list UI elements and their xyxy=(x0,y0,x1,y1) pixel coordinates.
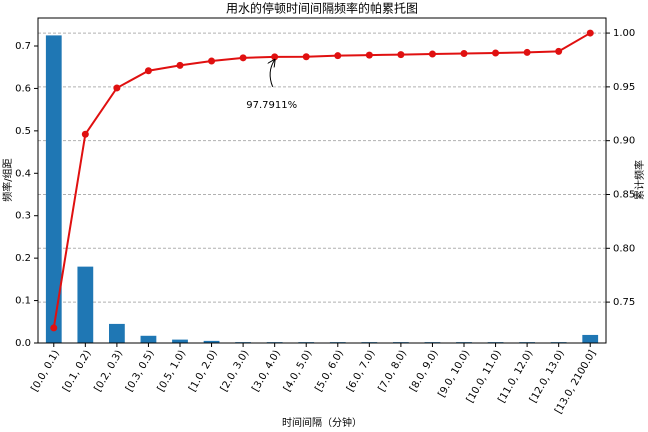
x-tick-label: [0.5, 1.0) xyxy=(156,348,189,393)
x-tick-label: [0.2, 0.3) xyxy=(93,348,126,393)
cumulative-point xyxy=(81,130,89,138)
x-tick-label: [7.0, 8.0) xyxy=(377,348,410,393)
cumulative-point xyxy=(334,52,342,60)
annotation-arrow xyxy=(270,60,275,88)
cumulative-point xyxy=(397,51,405,59)
y-tick-label: 0.2 xyxy=(15,253,31,264)
x-tick-label: [6.0, 7.0) xyxy=(345,348,378,393)
y-tick-label: 0.6 xyxy=(15,83,31,94)
x-tick-label: [0.1, 0.2) xyxy=(61,348,94,393)
bar xyxy=(172,339,188,343)
x-axis-label: 时间间隔（分钟） xyxy=(282,416,362,429)
x-tick-label: [1.0, 2.0) xyxy=(187,348,220,393)
cumulative-point xyxy=(492,49,500,57)
cumulative-point xyxy=(586,29,594,37)
y-tick-label: 0.5 xyxy=(15,126,31,137)
annotation: 97.7911% xyxy=(246,100,297,111)
cumulative-point xyxy=(428,50,436,58)
cumulative-point xyxy=(239,54,247,62)
plot-frame xyxy=(37,17,607,344)
x-tick-label: [0.0, 0.1) xyxy=(29,348,62,393)
cumulative-point xyxy=(113,84,121,92)
cumulative-line xyxy=(52,32,591,329)
y-tick-label: 0.3 xyxy=(15,211,31,222)
cumulative-point xyxy=(523,48,531,56)
y2-axis-label: 累计频率 xyxy=(633,160,646,200)
cumulative-point xyxy=(50,324,58,332)
bar xyxy=(140,335,157,343)
cumulative-point xyxy=(271,53,279,61)
x-tick-label: [2.0, 3.0) xyxy=(219,348,252,393)
x-tick-label: [0.3, 0.5) xyxy=(124,348,157,393)
y2-tick-label: 0.95 xyxy=(613,82,635,93)
bar xyxy=(45,35,62,343)
cumulative-point xyxy=(555,47,563,55)
cumulative-point xyxy=(365,51,373,59)
bar xyxy=(109,323,125,343)
x-tick-label: [8.0, 9.0) xyxy=(408,348,441,393)
y2-tick-label: 0.90 xyxy=(613,136,635,147)
x-tick-label: [3.0, 4.0) xyxy=(250,348,283,393)
y2-tick-label: 0.75 xyxy=(613,297,635,308)
bar xyxy=(582,334,599,343)
cumulative-point xyxy=(176,61,184,69)
x-tick-label: [5.0, 6.0) xyxy=(313,348,346,393)
y-tick-label: 0.0 xyxy=(15,338,31,349)
chart-title: 用水的停顿时间间隔频率的帕累托图 xyxy=(226,1,418,16)
cumulative-point xyxy=(208,57,216,65)
y-tick-label: 0.1 xyxy=(15,296,31,307)
y2-tick-label: 1.00 xyxy=(613,28,635,39)
cumulative-point xyxy=(144,67,152,75)
y-tick-label: 0.4 xyxy=(15,168,31,179)
y-axis-label: 频率/组距 xyxy=(1,158,14,201)
x-tick-label: [9.0, 10.0) xyxy=(436,348,472,399)
cumulative-point xyxy=(302,53,310,61)
bar xyxy=(77,266,94,343)
x-tick-label: [4.0, 5.0) xyxy=(282,348,315,393)
cumulative-point xyxy=(460,50,468,58)
y2-tick-label: 0.85 xyxy=(613,189,635,200)
y2-tick-label: 0.80 xyxy=(613,243,635,254)
y-tick-label: 0.7 xyxy=(15,41,31,52)
bar xyxy=(203,340,220,343)
